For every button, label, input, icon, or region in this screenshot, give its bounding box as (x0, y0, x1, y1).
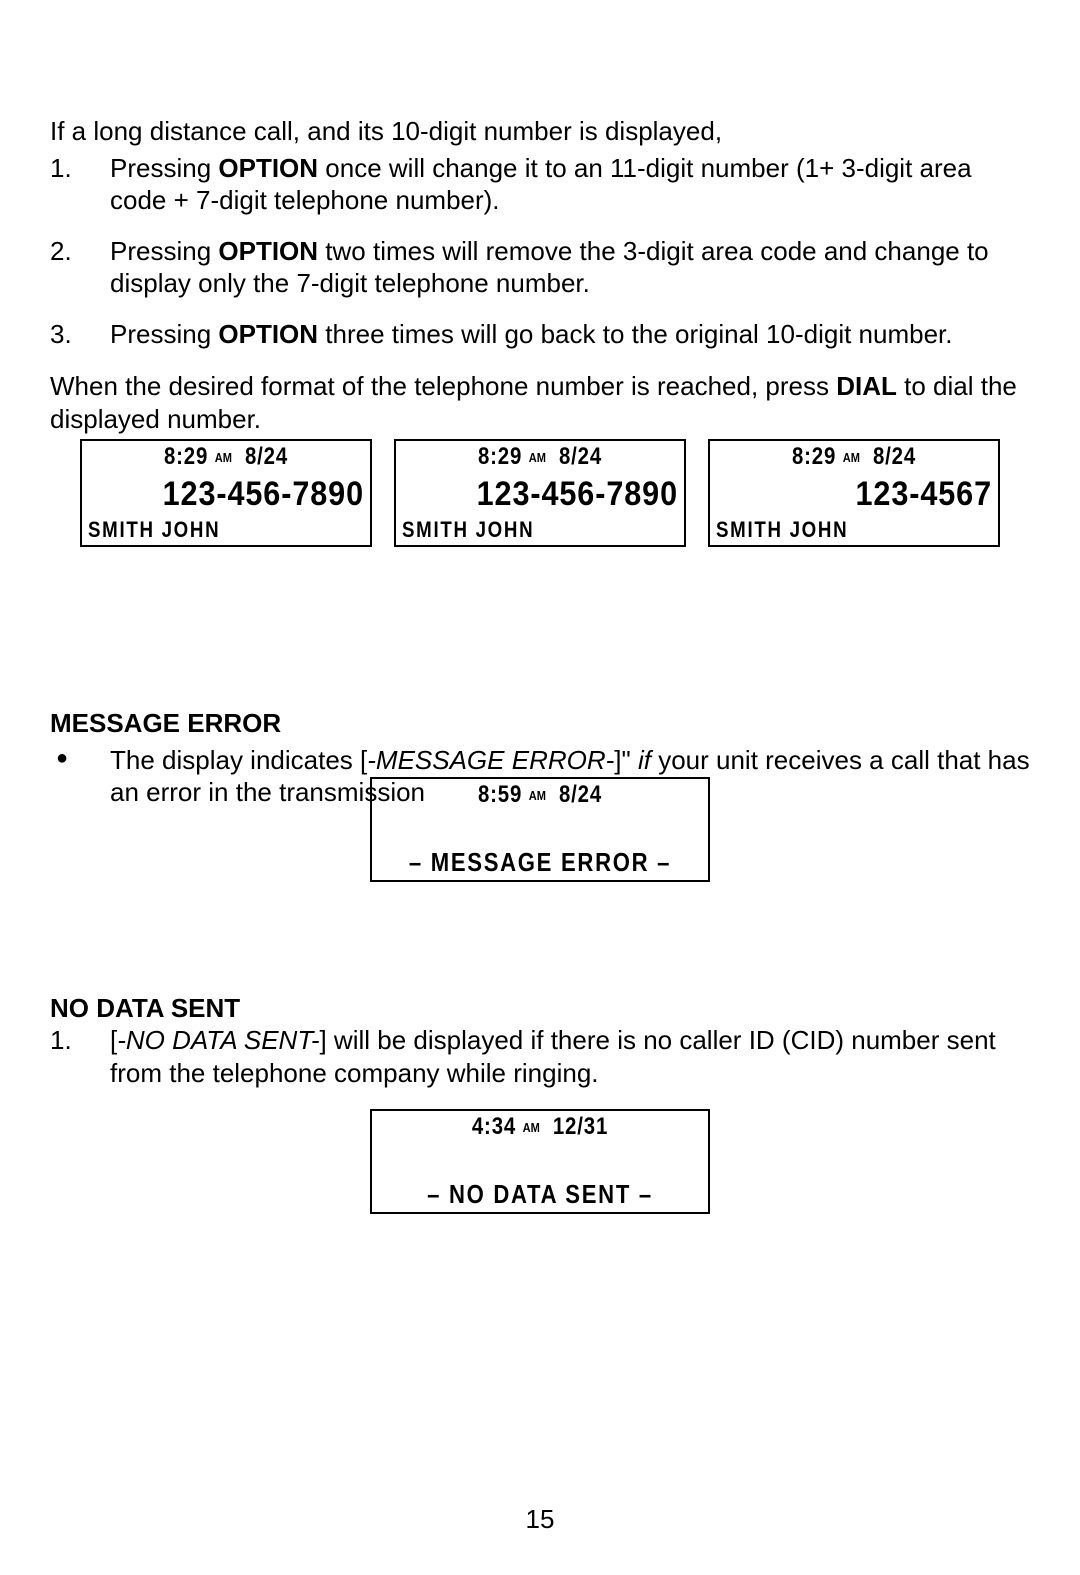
lcd-ampm: AM (215, 450, 232, 465)
lcd-caller-name: SMITH JOHN (88, 517, 323, 543)
lcd-time-date: 8:29 AM 8/24 (109, 443, 344, 471)
lcd-time-date: 8:29 AM 8/24 (737, 443, 972, 471)
text: Pressing (110, 319, 218, 349)
step-2: 2. Pressing OPTION two times will remove… (50, 235, 1030, 300)
no-data-sent-heading: NO DATA SENT (50, 992, 1030, 1025)
lcd-time: 8:29 (792, 443, 836, 470)
bullet-icon: ● (50, 744, 110, 809)
text: Pressing (110, 236, 218, 266)
lcd-caller-name: SMITH JOHN (716, 517, 951, 543)
step-number: 3. (50, 318, 110, 351)
message-error-heading: MESSAGE ERROR (50, 707, 1030, 740)
lcd-date: 8/24 (559, 781, 602, 808)
lcd-time: 8:29 (478, 443, 522, 470)
no-data-sent-lcd-wrap: 4:34 AM 12/31 – NO DATA SENT – (370, 1109, 710, 1214)
message-error-lcd: 8:59 AM 8/24 – MESSAGE ERROR – (370, 777, 710, 882)
lcd-time: 4:34 (472, 1113, 516, 1140)
option-label: OPTION (218, 153, 318, 183)
lcd-ampm: AM (529, 788, 546, 803)
dial-paragraph: When the desired format of the telephone… (50, 370, 1030, 435)
manual-page: If a long distance call, and its 10-digi… (0, 0, 1080, 1575)
text: ]" (614, 745, 638, 775)
step-3: 3. Pressing OPTION three times will go b… (50, 318, 1030, 351)
text: three times will go back to the original… (318, 319, 952, 349)
lcd-date: 8/24 (245, 443, 288, 470)
lcd-time: 8:59 (478, 781, 522, 808)
step-1: 1. Pressing OPTION once will change it t… (50, 152, 1030, 217)
option-label: OPTION (218, 319, 318, 349)
no-data-sent-item: 1. [-NO DATA SENT-] will be displayed if… (50, 1024, 1030, 1089)
intro-text: If a long distance call, and its 10-digi… (50, 115, 1030, 148)
message-error-italic: -MESSAGE ERROR- (367, 745, 614, 775)
step-body: Pressing OPTION two times will remove th… (110, 235, 1030, 300)
lcd-message: – NO DATA SENT – (402, 1179, 677, 1210)
step-body: Pressing OPTION three times will go back… (110, 318, 1030, 351)
lcd-row: 8:29 AM 8/24 123-456-7890 SMITH JOHN 8:2… (80, 439, 1000, 547)
step-body: [-NO DATA SENT-] will be displayed if th… (110, 1024, 1030, 1089)
lcd-screen-2: 8:29 AM 8/24 123-456-7890 SMITH JOHN (394, 439, 686, 547)
lcd-phone-number: 123-456-7890 (430, 475, 678, 514)
step-body: Pressing OPTION once will change it to a… (110, 152, 1030, 217)
lcd-screen-1: 8:29 AM 8/24 123-456-7890 SMITH JOHN (80, 439, 372, 547)
step-number: 1. (50, 152, 110, 217)
lcd-ampm: AM (529, 450, 546, 465)
no-data-sent-lcd: 4:34 AM 12/31 – NO DATA SENT – (370, 1109, 710, 1214)
lcd-time-date: 8:59 AM 8/24 (402, 781, 677, 809)
lcd-date: 8/24 (559, 443, 602, 470)
lcd-message: – MESSAGE ERROR – (402, 847, 677, 878)
step-number: 2. (50, 235, 110, 300)
lcd-caller-name: SMITH JOHN (402, 517, 637, 543)
if-italic: if (638, 745, 651, 775)
lcd-phone-number: 123-4567 (744, 475, 992, 514)
lcd-time-date: 4:34 AM 12/31 (402, 1113, 677, 1141)
page-number: 15 (0, 1504, 1080, 1535)
lcd-time: 8:29 (164, 443, 208, 470)
text: The display indicates [ (110, 745, 367, 775)
no-data-sent-italic: -NO DATA SENT- (117, 1025, 319, 1055)
dial-label: DIAL (836, 371, 897, 401)
lcd-date: 8/24 (873, 443, 916, 470)
lcd-screen-3: 8:29 AM 8/24 123-4567 SMITH JOHN (708, 439, 1000, 547)
lcd-phone-number: 123-456-7890 (116, 475, 364, 514)
text: Pressing (110, 153, 218, 183)
step-number: 1. (50, 1024, 110, 1089)
message-error-lcd-wrap: 8:59 AM 8/24 – MESSAGE ERROR – (370, 777, 710, 882)
lcd-ampm: AM (523, 1120, 540, 1135)
lcd-date: 12/31 (553, 1113, 608, 1140)
option-label: OPTION (218, 236, 318, 266)
lcd-ampm: AM (843, 450, 860, 465)
lcd-time-date: 8:29 AM 8/24 (423, 443, 658, 471)
text: When the desired format of the telephone… (50, 371, 836, 401)
